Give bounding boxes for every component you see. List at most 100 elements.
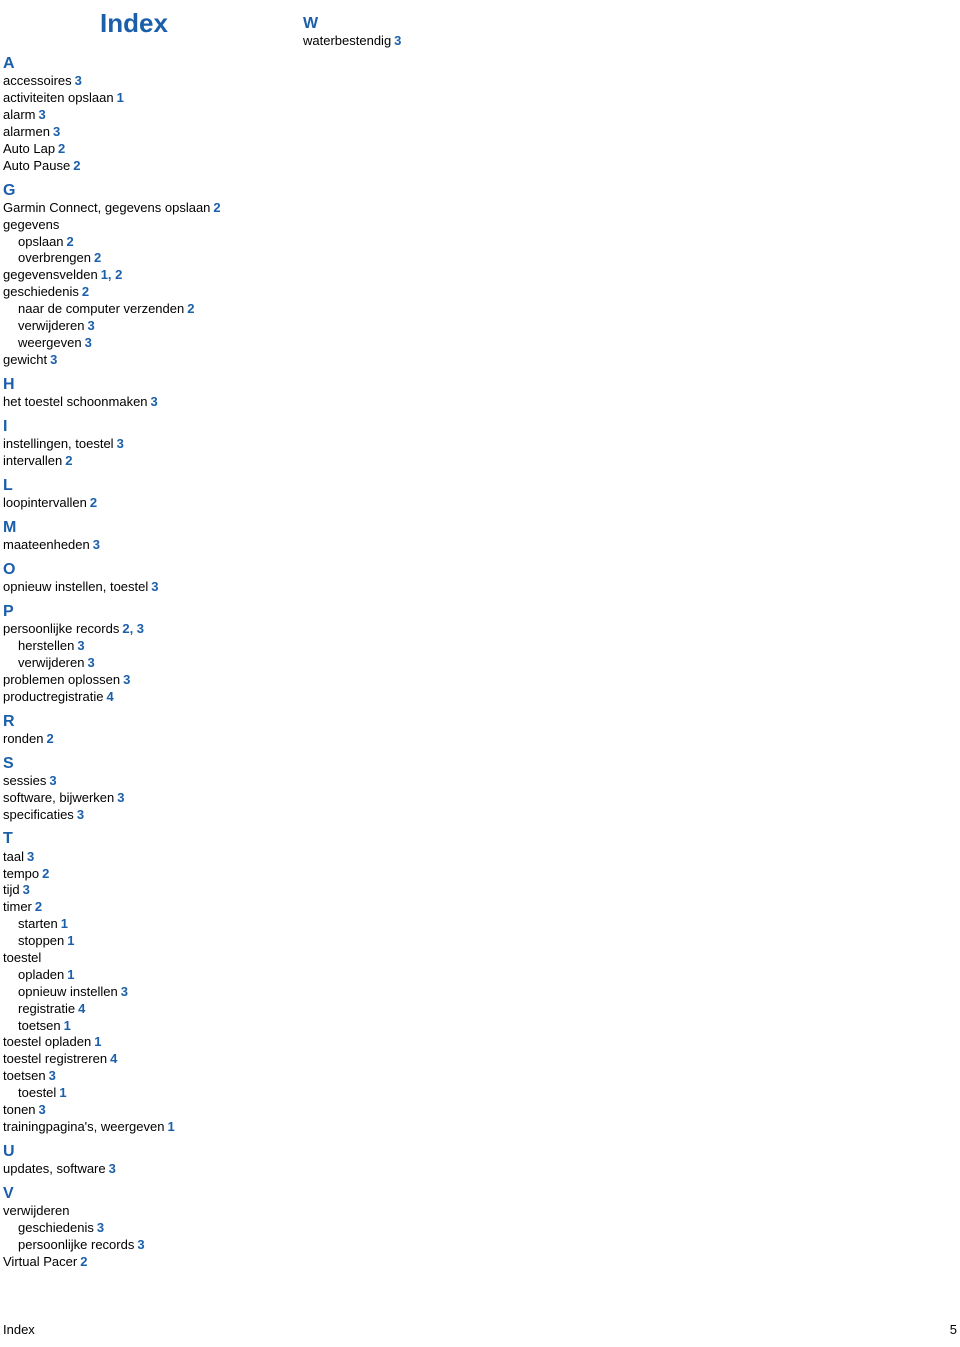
index-entry-page[interactable]: 1 [59,1085,66,1100]
index-entry-page[interactable]: 2 [90,495,97,510]
index-entry-page[interactable]: 3 [394,33,401,48]
index-entry-page[interactable]: 3 [50,352,57,367]
index-entry: productregistratie4 [3,689,303,706]
index-entry-page[interactable]: 3 [53,124,60,139]
index-subentry: starten1 [3,916,303,933]
index-entry-page[interactable]: 3 [39,107,46,122]
index-entry-page[interactable]: 2 [46,731,53,746]
index-entry-page[interactable]: 2 [58,141,65,156]
index-entry-page[interactable]: 1 [167,1119,174,1134]
index-entry-term: gegevensvelden [3,267,98,282]
index-entry-term: herstellen [18,638,74,653]
index-subentry: herstellen3 [3,638,303,655]
index-entry: alarmen3 [3,124,303,141]
index-entry-term: toetsen [18,1018,61,1033]
index-subentry: registratie4 [3,1001,303,1018]
index-entry: Virtual Pacer2 [3,1254,303,1271]
index-entry-page[interactable]: 3 [49,1068,56,1083]
index-entry: Auto Pause2 [3,158,303,175]
index-entry-page[interactable]: 3 [77,807,84,822]
index-entry-page[interactable]: 3 [151,394,158,409]
index-entry-page[interactable]: 3 [93,537,100,552]
index-entry-page[interactable]: 1 [117,90,124,105]
index-entry-page[interactable]: 2 [35,899,42,914]
index-entry-page[interactable]: 2 [80,1254,87,1269]
index-entry-page[interactable]: 2 [67,234,74,249]
index-entry-page[interactable]: 3 [49,773,56,788]
index-entry-page[interactable]: 1 [61,916,68,931]
index-entry-page[interactable]: 3 [123,672,130,687]
index-entry-term: problemen oplossen [3,672,120,687]
index-entry-page[interactable]: 2 [82,284,89,299]
index-entry-term: alarm [3,107,36,122]
index-entry-page[interactable]: 4 [106,689,113,704]
index-entry-page[interactable]: 3 [85,335,92,350]
index-entry-term: toestel [18,1085,56,1100]
index-entry-term: gegevens [3,217,59,232]
index-section-letter: U [3,1142,303,1161]
index-entry-page[interactable]: 1, 2 [101,267,123,282]
index-subentry: toetsen1 [3,1018,303,1035]
index-entry-page[interactable]: 1 [64,1018,71,1033]
index-entry-term: toestel [3,950,41,965]
index-entry-term: verwijderen [18,655,84,670]
index-entry-page[interactable]: 3 [87,655,94,670]
index-entry: gewicht3 [3,352,303,369]
index-entry-page[interactable]: 3 [121,984,128,999]
index-entry-page[interactable]: 1 [67,933,74,948]
index-entry: verwijderen [3,1203,303,1220]
index-entry-page[interactable]: 2, 3 [122,621,144,636]
index-entry-page[interactable]: 3 [87,318,94,333]
index-entry-page[interactable]: 4 [110,1051,117,1066]
index-entry: intervallen2 [3,453,303,470]
index-entry: Garmin Connect, gegevens opslaan2 [3,200,303,217]
index-entry: accessoires3 [3,73,303,90]
index-subentry: stoppen1 [3,933,303,950]
index-entry-page[interactable]: 2 [42,866,49,881]
index-entry-page[interactable]: 3 [23,882,30,897]
index-entry: specificaties3 [3,807,303,824]
index-section-letter: A [3,54,303,73]
index-entry-term: opslaan [18,234,64,249]
index-entry-page[interactable]: 3 [117,436,124,451]
index-entry-term: toestel opladen [3,1034,91,1049]
index-entry-page[interactable]: 1 [94,1034,101,1049]
index-section-letter: V [3,1184,303,1203]
index-entry-page[interactable]: 3 [151,579,158,594]
index-entry-term: sessies [3,773,46,788]
index-entry-page[interactable]: 3 [97,1220,104,1235]
index-entry-page[interactable]: 3 [117,790,124,805]
index-entry: geschiedenis2 [3,284,303,301]
index-entry: activiteiten opslaan1 [3,90,303,107]
index-entry: timer2 [3,899,303,916]
index-entry-page[interactable]: 4 [78,1001,85,1016]
index-entry-page[interactable]: 2 [213,200,220,215]
index-subentry: toestel1 [3,1085,303,1102]
index-entry-page[interactable]: 2 [73,158,80,173]
index-entry-term: trainingpagina's, weergeven [3,1119,164,1134]
index-entry: tempo2 [3,866,303,883]
index-entry-page[interactable]: 2 [187,301,194,316]
index-entry-page[interactable]: 1 [67,967,74,982]
index-entry: toetsen3 [3,1068,303,1085]
index-entry-term: waterbestendig [303,33,391,48]
index-entry: persoonlijke records2, 3 [3,621,303,638]
index-entry-page[interactable]: 3 [137,1237,144,1252]
index-entry-term: productregistratie [3,689,103,704]
index-entry-term: starten [18,916,58,931]
index-entry-page[interactable]: 3 [75,73,82,88]
index-entry-page[interactable]: 2 [94,250,101,265]
index-entry-term: naar de computer verzenden [18,301,184,316]
index-entry: toestel registreren4 [3,1051,303,1068]
index-entry: loopintervallen2 [3,495,303,512]
index-subentry: opnieuw instellen3 [3,984,303,1001]
index-entry-page[interactable]: 3 [109,1161,116,1176]
index-entry-page[interactable]: 3 [39,1102,46,1117]
index-entry-page[interactable]: 3 [27,849,34,864]
index-entry: toestel [3,950,303,967]
index-entry: het toestel schoonmaken3 [3,394,303,411]
index-entry-term: updates, software [3,1161,106,1176]
index-entry-page[interactable]: 2 [65,453,72,468]
index-entry: tonen3 [3,1102,303,1119]
index-entry-page[interactable]: 3 [77,638,84,653]
